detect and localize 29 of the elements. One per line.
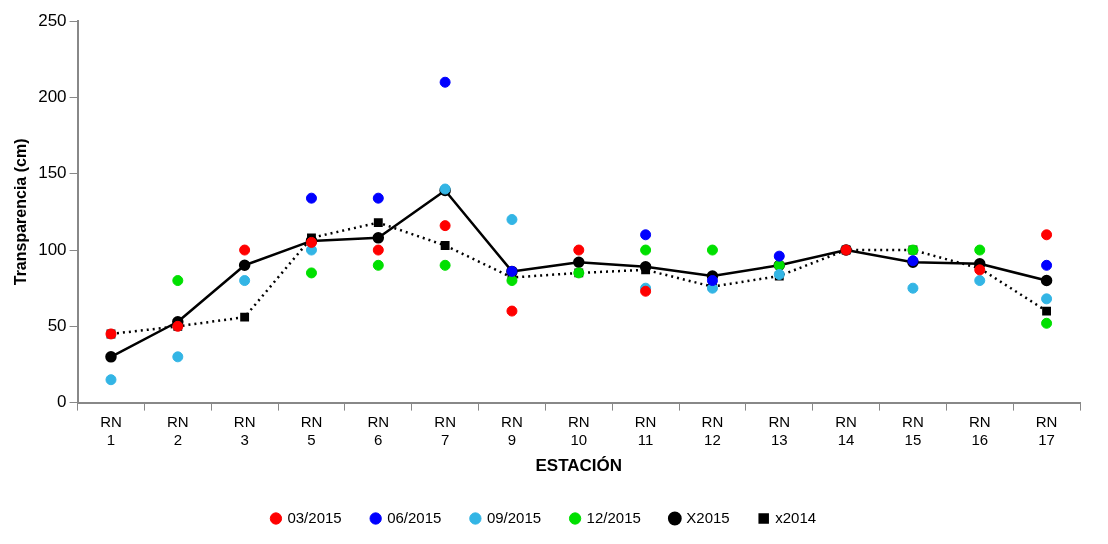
x-tick-label: RN 12: [701, 412, 724, 448]
x-tick-label: RN 3: [233, 412, 256, 448]
x-tick-label: RN 14: [835, 412, 857, 448]
y-tick-label: 200: [38, 87, 67, 107]
x-axis-title: ESTACIÓN: [535, 456, 623, 476]
y-tick-label: 0: [57, 392, 67, 412]
legend-label: 12/2015: [586, 508, 641, 526]
x-tick-label: RN 13: [768, 412, 791, 448]
y-tick-label: 100: [38, 239, 67, 259]
x-tick-label: RN 10: [567, 412, 590, 448]
y-tick-label: 250: [38, 10, 67, 30]
x-tick-label: RN 11: [634, 412, 657, 448]
x-tick-label: RN 9: [501, 412, 523, 448]
legend-label: 09/2015: [486, 508, 542, 526]
x-tick-label: RN 5: [300, 412, 323, 448]
x-tick-label: RN 6: [367, 412, 390, 448]
x-tick-label: RN 7: [434, 412, 456, 448]
y-tick-label: 150: [38, 163, 67, 183]
x-tick-label: RN 17: [1035, 412, 1058, 448]
x-tick-label: RN 15: [902, 412, 924, 448]
y-axis-title: Transparencia (cm): [12, 138, 30, 286]
x-tick-label: RN 16: [968, 412, 991, 448]
x-tick-label: RN 1: [100, 412, 122, 448]
y-tick-label: 50: [47, 316, 67, 336]
x-tick-label: RN 2: [166, 412, 189, 448]
legend-label: 06/2015: [387, 508, 442, 526]
legend-label: X2015: [686, 508, 730, 526]
legend-label: 03/2015: [287, 508, 342, 526]
legend-label: x2014: [775, 508, 817, 526]
